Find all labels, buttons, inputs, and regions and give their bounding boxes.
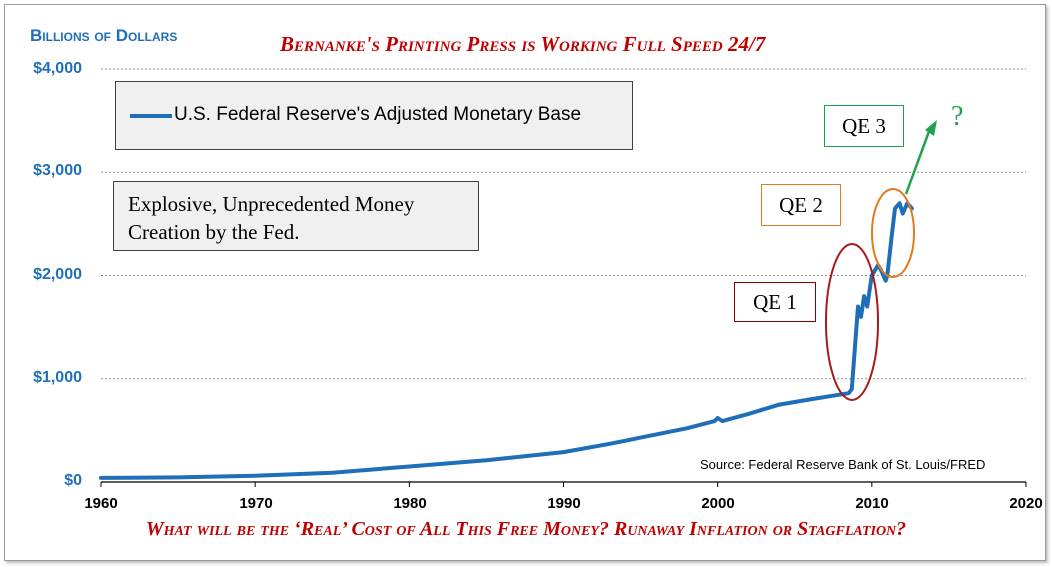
annotation-box: Explosive, Unprecedented Money Creation … <box>113 181 479 251</box>
qe2-label: QE 2 <box>761 184 841 226</box>
legend-swatch <box>130 114 172 118</box>
legend-label: U.S. Federal Reserve's Adjusted Monetary… <box>174 104 582 125</box>
y-tick-label: $2,000 <box>33 266 82 283</box>
x-tick-label: 1960 <box>84 495 118 512</box>
x-tick-label: 1970 <box>239 495 273 512</box>
projection-arrow <box>904 125 933 195</box>
qe3-label: QE 3 <box>824 105 904 147</box>
legend: U.S. Federal Reserve's Adjusted Monetary… <box>115 81 633 150</box>
x-axis-ticks <box>100 482 1027 487</box>
y-unit-label: Billions of Dollars <box>30 26 178 45</box>
y-tick-label: $3,000 <box>33 162 82 179</box>
qe1-highlight-ellipse <box>825 243 879 401</box>
x-tick-label: 2020 <box>1009 495 1043 512</box>
annotation-text: Explosive, Unprecedented Money Creation … <box>128 192 415 244</box>
qe1-label: QE 1 <box>734 282 816 322</box>
arrow-head-icon <box>925 120 937 136</box>
x-tick-label: 1980 <box>393 495 427 512</box>
question-mark: ? <box>951 101 964 132</box>
x-tick-label: 2000 <box>701 495 735 512</box>
footer-caption: What will be the ‘Real’ Cost of All This… <box>145 518 907 540</box>
y-tick-label: $0 <box>64 472 82 489</box>
x-tick-label: 2010 <box>855 495 889 512</box>
series-line-monetary-base <box>99 201 914 480</box>
chart-title: Bernanke's Printing Press is Working Ful… <box>280 32 766 56</box>
y-tick-label: $4,000 <box>33 60 82 77</box>
qe2-highlight-ellipse <box>871 188 915 278</box>
source-note: Source: Federal Reserve Bank of St. Loui… <box>700 457 986 472</box>
y-tick-label: $1,000 <box>33 369 82 386</box>
x-tick-label: 1990 <box>547 495 581 512</box>
